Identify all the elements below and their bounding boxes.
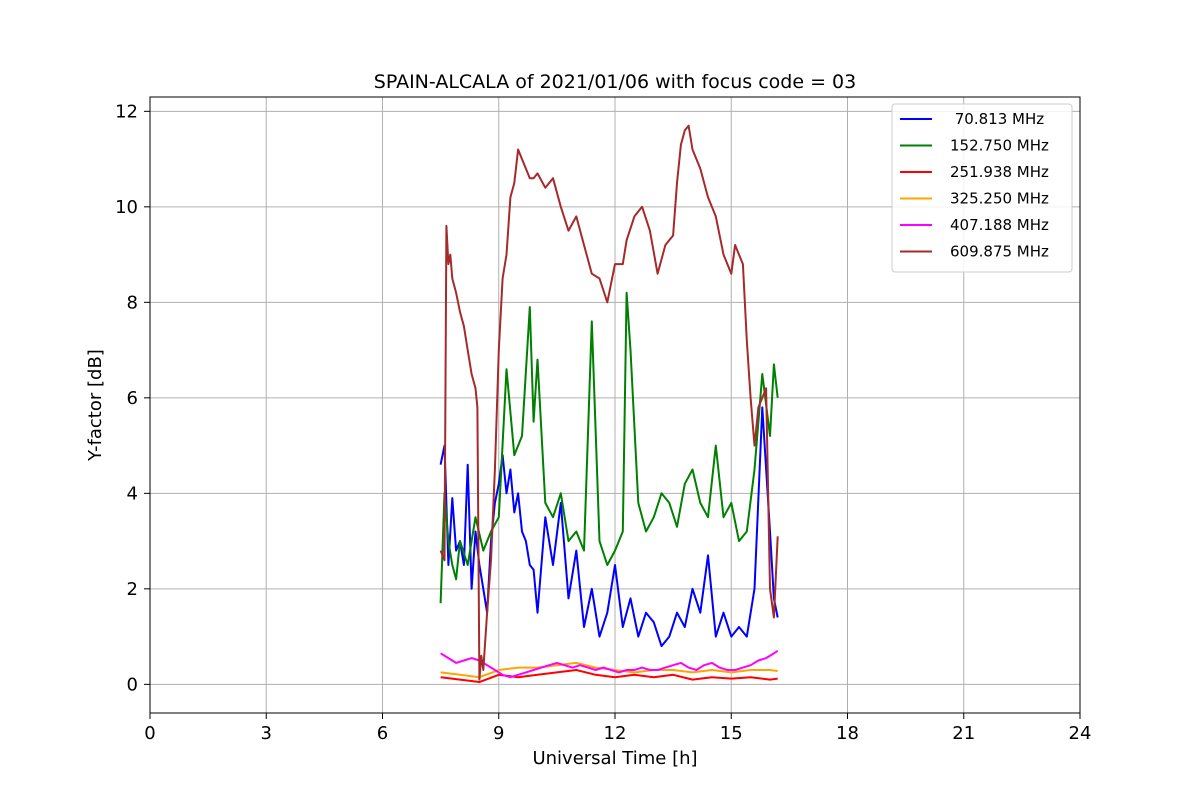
legend-label-2: 251.938 MHz [950, 163, 1049, 181]
y-tick-label: 8 [127, 292, 138, 313]
x-tick-label: 6 [377, 723, 388, 744]
y-tick-label: 10 [115, 197, 138, 218]
series-line-1 [439, 291, 779, 604]
x-tick-label: 3 [261, 723, 272, 744]
chart-title: SPAIN-ALCALA of 2021/01/06 with focus co… [374, 71, 856, 93]
legend-label-4: 407.188 MHz [950, 216, 1049, 234]
legend-box [891, 103, 1073, 273]
y-tick-label: 0 [127, 674, 138, 695]
y-tick-label: 4 [127, 483, 138, 504]
legend-label-5: 609.875 MHz [950, 243, 1049, 261]
y-tick-label: 12 [115, 101, 138, 122]
legend-label-0: 70.813 MHz [950, 110, 1044, 128]
series-line-3 [440, 661, 778, 679]
y-tick-label: 2 [127, 579, 138, 600]
legend-label-1: 152.750 MHz [950, 137, 1049, 155]
series-line-4 [440, 650, 779, 679]
y-axis-label: Y-factor [dB] [85, 349, 106, 462]
y-tick-label: 6 [127, 388, 138, 409]
series-line-5 [439, 124, 779, 681]
x-tick-label: 12 [604, 723, 627, 744]
x-tick-label: 21 [952, 723, 975, 744]
x-tick-label: 0 [144, 723, 155, 744]
x-axis-label: Universal Time [h] [532, 748, 697, 769]
legend: 70.813 MHz 152.750 MHz 251.938 MHz 325.250 … [891, 103, 1073, 273]
x-tick-label: 15 [720, 723, 743, 744]
x-tick-label: 24 [1069, 723, 1092, 744]
series-line-2 [440, 669, 778, 683]
legend-label-3: 325.250 MHz [950, 190, 1049, 208]
x-tick-label: 18 [836, 723, 859, 744]
x-tick-label: 9 [493, 723, 504, 744]
series-layer [439, 124, 779, 683]
